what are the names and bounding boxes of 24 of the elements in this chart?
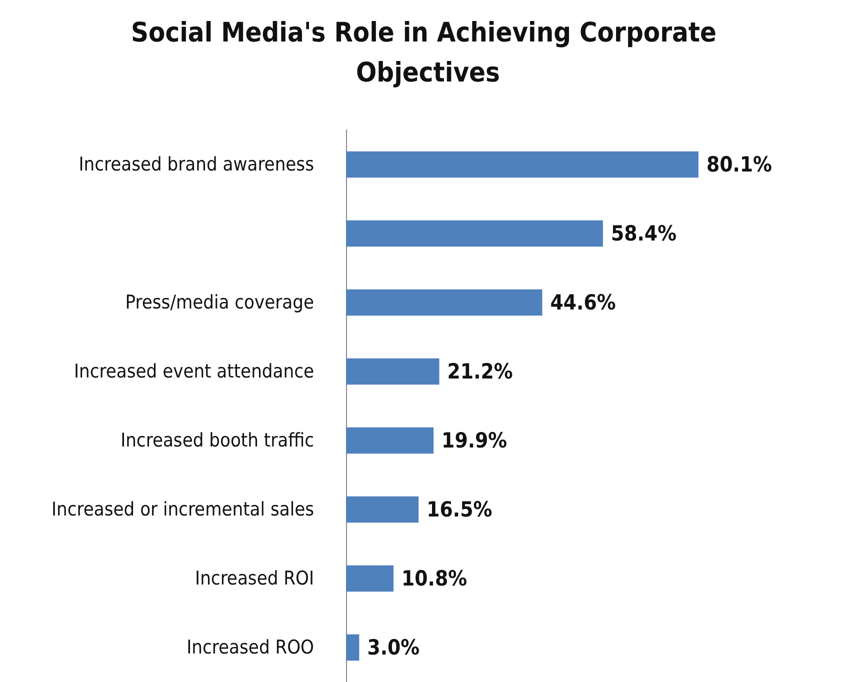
- data-label: 19.9%: [442, 428, 508, 452]
- y-tick-label: Increased ROO: [186, 636, 314, 658]
- y-tick-label: Increased or incremental sales: [51, 498, 314, 520]
- bar: [346, 565, 394, 592]
- data-label: 58.4%: [610, 222, 677, 246]
- bar: [346, 151, 698, 178]
- y-tick-label: Increased booth traffic: [120, 430, 314, 452]
- y-tick-label: Press/media coverage: [125, 292, 314, 314]
- bar: [346, 427, 434, 454]
- data-label: 21.2%: [447, 360, 513, 384]
- bar: [346, 220, 603, 247]
- data-label: 3.0%: [367, 636, 420, 660]
- bar: [346, 289, 542, 316]
- y-tick-label: Increased brand awareness: [78, 154, 314, 176]
- chart-title: Social Media's Role in Achieving Corporate Objectives: [131, 18, 725, 88]
- data-label: 10.8%: [402, 566, 468, 590]
- data-label: 44.6%: [550, 290, 616, 314]
- bar: [346, 358, 440, 385]
- y-tick-label: Increased event attendance: [74, 360, 314, 382]
- y-tick-label: Increased ROI: [195, 568, 314, 590]
- data-label: 16.5%: [426, 498, 492, 522]
- bar: [346, 634, 360, 661]
- data-label: 80.1%: [706, 152, 772, 176]
- bar: [346, 496, 419, 523]
